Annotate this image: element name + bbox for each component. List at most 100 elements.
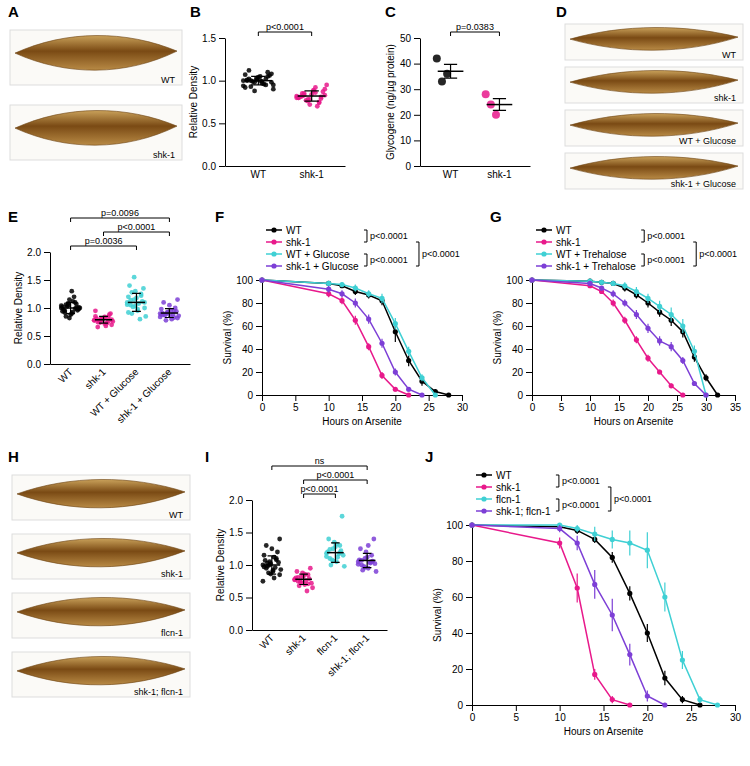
x-tick: 20 bbox=[390, 395, 402, 413]
y-tick-label: 1.0 bbox=[229, 560, 243, 571]
x-tick-mark bbox=[561, 395, 562, 401]
x-tick: 10 bbox=[324, 395, 336, 413]
y-tick-mark bbox=[44, 336, 50, 337]
x-tick: 35 bbox=[730, 395, 742, 413]
axis-line bbox=[532, 281, 533, 396]
data-point bbox=[529, 277, 534, 282]
y-tick: 0 bbox=[247, 390, 262, 401]
significance-label: p<0.0001 bbox=[562, 476, 600, 486]
data-point bbox=[259, 277, 264, 282]
y-tick-label: 1.0 bbox=[202, 75, 216, 86]
x-tick: 5 bbox=[293, 395, 299, 413]
significance-label: p<0.0001 bbox=[699, 249, 737, 259]
data-point bbox=[433, 54, 441, 62]
error-bar bbox=[66, 302, 75, 313]
data-point bbox=[142, 306, 147, 311]
y-tick: 2.0 bbox=[229, 495, 252, 506]
y-tick-mark bbox=[414, 64, 420, 65]
data-point bbox=[469, 522, 474, 527]
y-tick-label: 1.5 bbox=[27, 275, 41, 286]
y-tick: 60 bbox=[512, 321, 532, 332]
y-tick: 1.5 bbox=[27, 275, 50, 286]
y-tick-mark bbox=[246, 598, 252, 599]
legend-marker bbox=[271, 227, 276, 232]
data-point bbox=[326, 537, 331, 542]
data-point bbox=[308, 566, 313, 571]
data-point bbox=[469, 522, 474, 527]
y-tick-mark bbox=[256, 326, 262, 327]
y-tick-label: 0.5 bbox=[229, 592, 243, 603]
y-tick: 20 bbox=[452, 664, 472, 675]
series-line bbox=[262, 280, 449, 395]
data-point bbox=[703, 392, 708, 397]
legend-marker bbox=[541, 239, 546, 244]
y-tick: 0 bbox=[457, 700, 472, 711]
legend-label: shk-1; flcn-1 bbox=[496, 506, 551, 517]
data-point bbox=[259, 277, 264, 282]
panel-letter: F bbox=[215, 208, 224, 225]
image-frame bbox=[12, 593, 190, 638]
data-point bbox=[366, 344, 371, 349]
data-point bbox=[634, 337, 639, 342]
x-tick-mark bbox=[362, 395, 363, 401]
image-frame bbox=[565, 110, 743, 146]
legend-label: WT bbox=[556, 225, 572, 236]
data-point bbox=[371, 537, 376, 542]
significance-label: p<0.0001 bbox=[562, 500, 600, 510]
data-point bbox=[262, 553, 267, 558]
data-point bbox=[108, 311, 113, 316]
worm bbox=[15, 36, 177, 71]
significance-bracket bbox=[556, 499, 559, 511]
axis: 0.00.51.01.5 bbox=[202, 33, 225, 172]
x-tick-label: shk-1 bbox=[283, 632, 308, 657]
plot-marks bbox=[469, 522, 720, 707]
axis-line bbox=[472, 526, 473, 706]
y-tick: 100 bbox=[506, 275, 532, 286]
data-point bbox=[645, 296, 650, 301]
data-point bbox=[379, 296, 384, 301]
axis-line bbox=[421, 166, 531, 167]
data-point bbox=[622, 300, 627, 305]
image-label: WT + Glucose bbox=[679, 136, 736, 146]
data-point bbox=[319, 94, 324, 99]
y-tick: 80 bbox=[512, 298, 532, 309]
panel-letter: H bbox=[8, 448, 19, 465]
y-tick-mark bbox=[246, 565, 252, 566]
y-tick-label: 80 bbox=[512, 298, 524, 309]
image-frame bbox=[565, 67, 743, 103]
data-point bbox=[492, 111, 500, 119]
y-tick-label: 40 bbox=[512, 344, 524, 355]
y-tick-mark bbox=[256, 349, 262, 350]
x-tick: 15 bbox=[598, 705, 610, 723]
data-point bbox=[529, 277, 534, 282]
x-tick-mark bbox=[262, 395, 263, 401]
x-tick: WT bbox=[257, 630, 276, 651]
data-point bbox=[302, 91, 307, 96]
y-tick-mark bbox=[246, 533, 252, 534]
x-tick: 30 bbox=[701, 395, 713, 413]
x-tick: shk-1 + Glucose bbox=[115, 364, 174, 425]
x-tick: 25 bbox=[686, 705, 698, 723]
y-tick-mark bbox=[466, 669, 472, 670]
legend-label: shk-1 bbox=[556, 237, 581, 248]
x-tick-label: 10 bbox=[555, 712, 567, 723]
y-tick-label: 40 bbox=[400, 58, 412, 69]
image-label: WT bbox=[161, 75, 175, 85]
data-point bbox=[141, 286, 146, 291]
legend: WTshk-1WT + Trehaloseshk-1 + Trehalosep<… bbox=[536, 225, 737, 272]
data-point bbox=[622, 318, 627, 323]
axis: WTshk-1 bbox=[421, 166, 531, 180]
series-line bbox=[472, 525, 665, 705]
y-tick-mark bbox=[246, 630, 252, 631]
x-tick-label: WT bbox=[56, 366, 75, 385]
worm bbox=[17, 538, 185, 566]
data-point bbox=[634, 312, 639, 317]
x-tick-label: 15 bbox=[357, 402, 369, 413]
error-bar bbox=[304, 91, 318, 101]
data-point bbox=[627, 540, 632, 545]
significance-label: p<0.0001 bbox=[647, 231, 685, 241]
data-point bbox=[93, 308, 98, 313]
x-tick: 0 bbox=[530, 395, 536, 413]
data-point bbox=[245, 77, 250, 82]
y-tick: 40 bbox=[400, 58, 420, 69]
